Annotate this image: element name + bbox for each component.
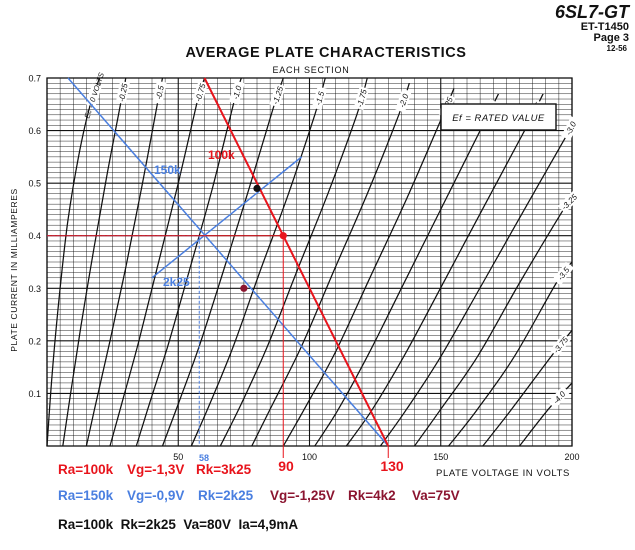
plate-curve xyxy=(62,77,127,447)
value-58: 58 xyxy=(199,453,209,463)
legend-box xyxy=(440,103,557,131)
curve-label-bg xyxy=(152,80,167,105)
plate-curve xyxy=(519,382,573,447)
load-line-150k xyxy=(67,77,389,447)
curve-label: -1.75 xyxy=(355,88,369,109)
x-axis-label: PLATE VOLTAGE IN VOLTS xyxy=(436,468,570,479)
curve-label: -0.75 xyxy=(194,82,208,103)
code-number: ET-T1450 xyxy=(580,21,629,33)
sheet-date: 12-56 xyxy=(606,44,627,53)
annotation-rk-4k2: Rk=4k2 xyxy=(348,488,396,503)
plate-curve xyxy=(251,83,410,447)
curve-label-bg xyxy=(85,83,102,108)
plate-curve xyxy=(46,77,101,447)
curve-label-bg xyxy=(115,80,130,105)
y-tick-label: 0.5 xyxy=(28,179,41,189)
curve-label: -1.0 xyxy=(231,84,244,100)
y-tick-label: 0.4 xyxy=(28,231,41,241)
legend-box-text: Ef = RATED VALUE xyxy=(452,113,545,124)
y-tick-label: 0.3 xyxy=(28,284,41,294)
curve-label: -0.5 xyxy=(154,84,166,100)
load-line-100k xyxy=(203,77,390,447)
operating-point xyxy=(253,184,261,192)
plate-curve xyxy=(219,77,368,447)
value-130: 130 xyxy=(380,458,404,474)
operating-point xyxy=(279,232,287,240)
curve-label-bg xyxy=(311,86,328,111)
annotation-ra-150k: Ra=150k xyxy=(58,488,114,503)
annotation-va-75v: Va=75V xyxy=(412,488,460,503)
plate-curve xyxy=(135,77,242,447)
chart-title: AVERAGE PLATE CHARACTERISTICS xyxy=(185,45,466,61)
y-tick-label: 0.1 xyxy=(28,389,41,399)
x-tick-label: 150 xyxy=(433,452,448,462)
curve-label-bg xyxy=(549,333,572,357)
annotation-vg-1-3: Vg=-1,3V xyxy=(127,462,185,477)
label-100k: 100k xyxy=(208,148,235,162)
bias-line-2k25 xyxy=(151,156,303,279)
curve-label-bg xyxy=(557,190,581,214)
label-150k: 150k xyxy=(154,163,181,177)
curve-label-bg xyxy=(192,80,209,105)
plate-curve xyxy=(85,77,164,447)
page-number: Page 3 xyxy=(593,32,629,44)
value-90: 90 xyxy=(278,458,294,474)
curve-label-bg xyxy=(228,80,245,105)
curve-label-bg xyxy=(395,88,412,113)
curve-label: -0.25 xyxy=(117,82,130,102)
tube-type: 6SL7-GT xyxy=(554,2,629,22)
axis-tick-labels: 0.1 0.2 0.3 0.4 0.5 0.6 0.7 50 100 150 200 xyxy=(28,74,579,463)
x-tick-label: 100 xyxy=(302,452,317,462)
y-tick-label: 0.2 xyxy=(28,336,41,346)
plate-curve xyxy=(109,77,206,447)
y-tick-label: 0.6 xyxy=(28,126,41,136)
annotation-vg-0-9: Vg=-0,9V xyxy=(127,488,185,503)
annotation-vg-1-25: Vg=-1,25V xyxy=(270,488,335,503)
curve-label-bg xyxy=(353,86,370,111)
y-axis-label: PLATE CURRENT IN MILLIAMPERES xyxy=(9,188,19,352)
plate-curve xyxy=(161,77,284,447)
y-tick-label: 0.7 xyxy=(28,74,41,84)
curve-label-bg xyxy=(552,261,574,286)
plate-curve xyxy=(379,122,574,447)
chart-subtitle: EACH SECTION xyxy=(272,65,349,75)
curve-label-bg xyxy=(547,385,571,409)
curve-label: -2.0 xyxy=(398,92,411,108)
curve-label-bg xyxy=(269,83,286,108)
plate-curve xyxy=(190,77,326,447)
annotation-operating-point: Ra=100k Rk=2k25 Va=80V Ia=4,9mA xyxy=(58,517,299,532)
x-tick-label: 50 xyxy=(173,452,183,462)
x-tick-label: 200 xyxy=(564,452,579,462)
operating-point xyxy=(240,284,248,292)
load-line-overlays xyxy=(47,77,390,458)
label-2k25: 2k25 xyxy=(163,275,190,289)
annotation-ra-100k: Ra=100k xyxy=(58,462,114,477)
curve-label-bg xyxy=(561,116,580,141)
annotation-rk-3k25: Rk=3k25 xyxy=(196,462,252,477)
curve-label: -1.5 xyxy=(314,90,327,106)
annotation-rk-2k25: Rk=2k25 xyxy=(198,488,254,503)
